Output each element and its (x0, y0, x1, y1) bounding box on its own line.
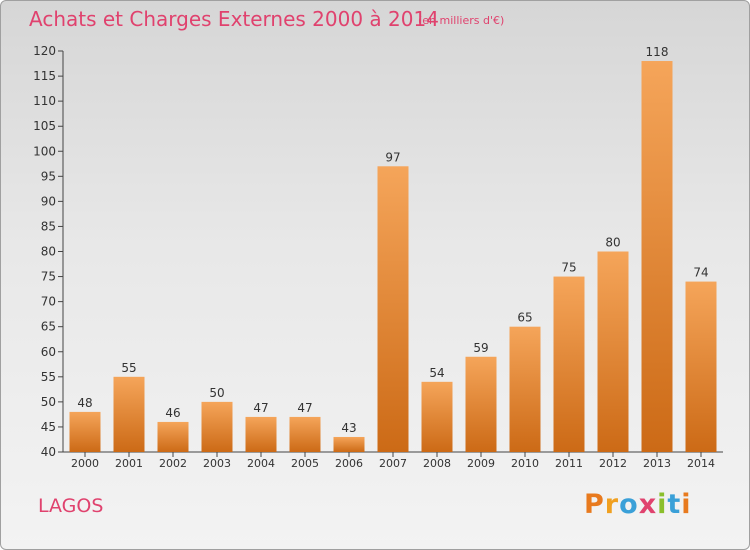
bar-value-label: 48 (77, 396, 92, 410)
chart-unit: (en milliers d'€) (418, 14, 505, 27)
y-tick-label: 60 (41, 345, 56, 359)
y-tick-label: 40 (41, 445, 56, 459)
bar-value-label: 97 (385, 150, 400, 164)
bar-2014 (685, 281, 717, 452)
bar-value-label: 54 (429, 366, 444, 380)
bars: 48 55 46 50 47 47 43 97 54 59 65 75 80 118 74 (69, 45, 717, 453)
bar-2000 (69, 411, 101, 452)
bar-value-label: 47 (297, 401, 312, 415)
bar-2011 (553, 276, 585, 452)
y-tick-label: 105 (33, 119, 56, 133)
bar-2008 (421, 381, 453, 452)
y-tick-label: 100 (33, 144, 56, 158)
x-tick-label: 2007 (379, 457, 407, 470)
y-tick-label: 65 (41, 320, 56, 334)
y-tick-label: 110 (33, 94, 56, 108)
y-tick-label: 50 (41, 395, 56, 409)
y-tick-label: 115 (33, 69, 56, 83)
y-tick-label: 85 (41, 219, 56, 233)
bar-2002 (157, 421, 189, 452)
x-tick-label: 2008 (423, 457, 451, 470)
bar-2001 (113, 376, 145, 452)
x-tick-label: 2000 (71, 457, 99, 470)
bar-value-label: 43 (341, 421, 356, 435)
x-tick-label: 2005 (291, 457, 319, 470)
bar-value-label: 55 (121, 361, 136, 375)
bar-value-label: 46 (165, 406, 180, 420)
bar-value-label: 80 (605, 236, 620, 250)
bar-2012 (597, 251, 629, 452)
bar-2007 (377, 166, 409, 452)
bar-2009 (465, 356, 497, 452)
bar-value-label: 75 (561, 261, 576, 275)
x-tick-label: 2001 (115, 457, 143, 470)
y-tick-label: 95 (41, 169, 56, 183)
x-tick-label: 2009 (467, 457, 495, 470)
bar-2010 (509, 326, 541, 452)
x-tick-label: 2004 (247, 457, 275, 470)
y-tick-label: 120 (33, 44, 56, 58)
bar-2005 (289, 416, 321, 452)
x-tick-label: 2003 (203, 457, 231, 470)
y-tick-label: 45 (41, 420, 56, 434)
x-tick-label: 2012 (599, 457, 627, 470)
x-tick-label: 2011 (555, 457, 583, 470)
x-tick-label: 2010 (511, 457, 539, 470)
x-tick-label: 2002 (159, 457, 187, 470)
bar-value-label: 50 (209, 386, 224, 400)
commune-name: LAGOS (38, 495, 104, 517)
x-tick-label: 2006 (335, 457, 363, 470)
bar-value-label: 47 (253, 401, 268, 415)
bar-value-label: 65 (517, 311, 532, 325)
bar-value-label: 74 (693, 266, 708, 280)
y-tick-label: 70 (41, 295, 56, 309)
bar-2013 (641, 61, 673, 453)
bar-2003 (201, 401, 233, 452)
proxiti-logo[interactable]: Proxiti (584, 489, 692, 520)
bar-2006 (333, 436, 365, 452)
bar-value-label: 59 (473, 341, 488, 355)
y-tick-label: 80 (41, 245, 56, 259)
x-tick-label: 2013 (643, 457, 671, 470)
bar-value-label: 118 (646, 45, 669, 59)
y-tick-label: 55 (41, 370, 56, 384)
y-tick-label: 75 (41, 270, 56, 284)
x-tick-label: 2014 (687, 457, 715, 470)
bar-2004 (245, 416, 277, 452)
chart-title: Achats et Charges Externes 2000 à 2014 (29, 7, 439, 31)
axes: 40 45 50 55 60 65 70 75 80 85 90 95 100 105 110 115 120 2… (33, 44, 723, 470)
y-tick-label: 90 (41, 194, 56, 208)
